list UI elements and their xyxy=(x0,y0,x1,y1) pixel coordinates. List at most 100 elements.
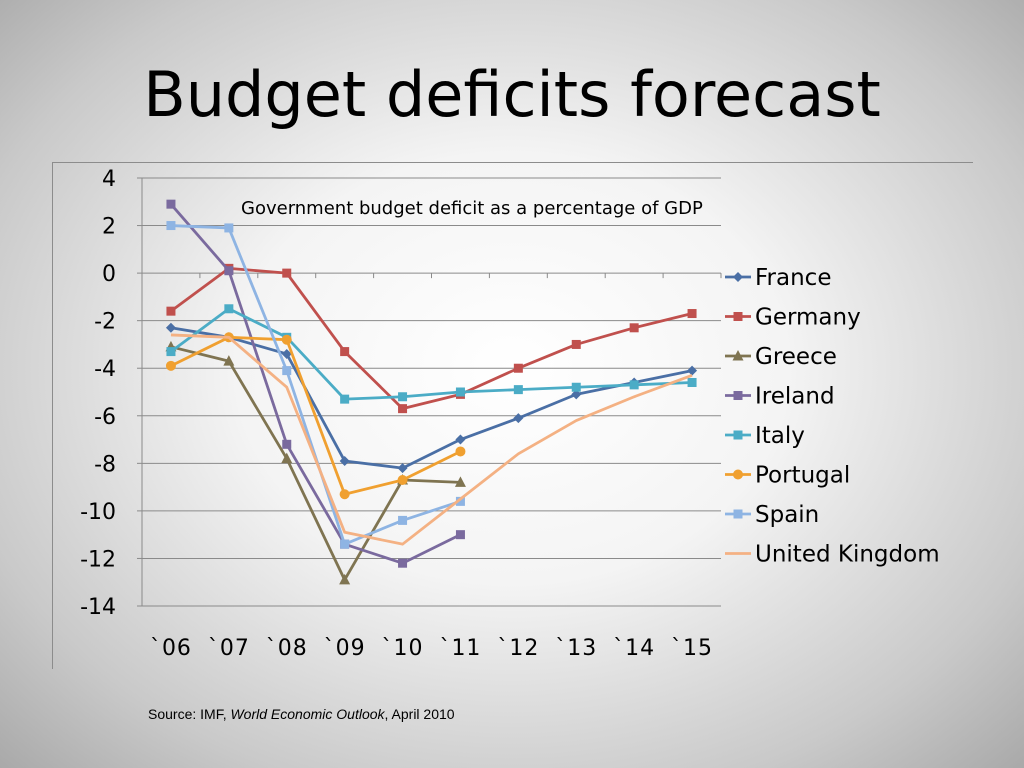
x-tick-label: `09 xyxy=(324,636,366,661)
x-tick-label: `12 xyxy=(497,636,539,661)
legend-label: United Kingdom xyxy=(755,542,940,568)
data-point-italy xyxy=(224,304,234,314)
chart-frame: 4 2 0 -2 -4 -6 -8 -10 -12 -14 `06 `07 `08 `09 `10 `11 `1… xyxy=(52,162,973,669)
y-tick-label: 2 xyxy=(102,215,116,240)
data-point-france xyxy=(281,348,292,359)
legend-label: Greece xyxy=(755,344,837,370)
legend-label: Spain xyxy=(755,502,819,528)
data-point-france xyxy=(397,463,408,474)
legend: France Germany Greece Ireland Italy Portugal S… xyxy=(725,265,940,568)
source-prefix: Source: IMF, xyxy=(148,706,231,722)
legend-marker xyxy=(733,391,743,400)
series-france xyxy=(165,322,698,474)
slide-title: Budget deficits forecast xyxy=(143,58,881,131)
data-point-spain xyxy=(282,366,292,376)
data-point-spain xyxy=(455,496,465,506)
data-point-italy xyxy=(166,347,176,357)
data-point-spain xyxy=(166,221,176,231)
axes: 4 2 0 -2 -4 -6 -8 -10 -12 -14 `06 `07 `08 `09 `10 `11 `1… xyxy=(80,167,722,661)
legend-label: Portugal xyxy=(755,463,850,489)
series-group xyxy=(165,199,698,585)
x-tick-label: `10 xyxy=(382,636,424,661)
series-greece xyxy=(165,340,466,585)
source-publication: World Economic Outlook xyxy=(230,706,385,722)
legend-marker xyxy=(733,312,743,321)
source-note: Source: IMF, World Economic Outlook, Apr… xyxy=(148,706,455,722)
data-point-greece xyxy=(454,476,466,487)
series-line-france xyxy=(170,326,693,470)
chart-title: Government budget deficit as a percentag… xyxy=(241,198,703,219)
data-point-ireland xyxy=(282,439,292,449)
data-point-spain xyxy=(340,539,350,549)
data-point-portugal xyxy=(339,489,350,500)
y-tick-label: -4 xyxy=(94,357,116,382)
data-point-ireland xyxy=(455,530,465,540)
y-tick-label: -14 xyxy=(80,595,116,620)
data-point-france xyxy=(571,389,582,400)
legend-marker xyxy=(733,430,743,440)
data-point-italy xyxy=(340,394,350,404)
data-point-france xyxy=(339,455,350,466)
series-line-greece xyxy=(170,345,461,582)
legend-marker xyxy=(733,272,743,282)
legend-marker xyxy=(733,469,743,480)
y-tick-label: -2 xyxy=(94,310,116,335)
x-tick-label: `07 xyxy=(208,636,250,661)
legend-label: Italy xyxy=(755,423,805,449)
data-point-italy xyxy=(398,392,408,402)
data-point-germany xyxy=(513,363,523,373)
y-tick-label: -10 xyxy=(80,500,116,525)
data-point-spain xyxy=(398,515,408,525)
data-point-germany xyxy=(398,404,408,414)
data-point-portugal xyxy=(397,474,408,485)
y-tick-label: -6 xyxy=(94,405,116,430)
y-tick-label: -12 xyxy=(80,547,116,572)
series-portugal xyxy=(165,332,466,500)
data-point-greece xyxy=(281,452,293,464)
series-united-kingdom xyxy=(170,333,693,546)
legend-item-ireland: Ireland xyxy=(725,384,835,410)
data-point-italy xyxy=(513,385,523,395)
legend-item-greece: Greece xyxy=(725,344,837,370)
source-suffix: , April 2010 xyxy=(384,706,455,722)
legend-item-spain: Spain xyxy=(725,502,819,528)
line-chart: 4 2 0 -2 -4 -6 -8 -10 -12 -14 `06 `07 `08 `09 `10 `11 `1… xyxy=(80,167,940,661)
data-point-greece xyxy=(223,355,235,366)
legend-label: Germany xyxy=(755,305,861,331)
legend-item-france: France xyxy=(725,265,831,291)
data-point-portugal xyxy=(281,334,292,345)
legend-item-united-kingdom: United Kingdom xyxy=(725,542,940,568)
legend-label: France xyxy=(755,265,831,291)
data-point-ireland xyxy=(166,199,176,209)
x-tick-label: `08 xyxy=(266,636,308,661)
data-point-portugal xyxy=(455,446,466,457)
series-line-portugal xyxy=(170,335,462,496)
y-tick-label: 0 xyxy=(102,262,116,287)
data-point-germany xyxy=(629,323,639,333)
series-line-germany xyxy=(170,266,693,411)
x-tick-label: `11 xyxy=(439,636,481,661)
data-point-italy xyxy=(455,387,465,397)
x-tick-label: `15 xyxy=(671,636,713,661)
legend-item-germany: Germany xyxy=(725,305,861,331)
data-point-germany xyxy=(282,268,292,278)
data-point-italy xyxy=(687,377,697,387)
x-tick-label: `14 xyxy=(613,636,655,661)
data-point-spain xyxy=(224,223,234,233)
legend-label: Ireland xyxy=(755,384,835,410)
data-point-france xyxy=(513,413,524,424)
x-tick-label: `06 xyxy=(150,636,192,661)
series-line-united-kingdom xyxy=(170,333,693,546)
x-tick-label: `13 xyxy=(555,636,597,661)
series-ireland xyxy=(166,199,465,568)
data-point-france xyxy=(165,322,176,333)
data-point-germany xyxy=(166,306,176,316)
series-spain xyxy=(166,221,465,549)
data-point-italy xyxy=(571,382,581,392)
data-point-germany xyxy=(340,347,350,357)
data-point-italy xyxy=(629,380,639,390)
series-line-italy xyxy=(170,307,693,401)
y-tick-label: -8 xyxy=(94,452,116,477)
data-point-france xyxy=(687,365,698,376)
y-tick-label: 4 xyxy=(102,167,116,192)
